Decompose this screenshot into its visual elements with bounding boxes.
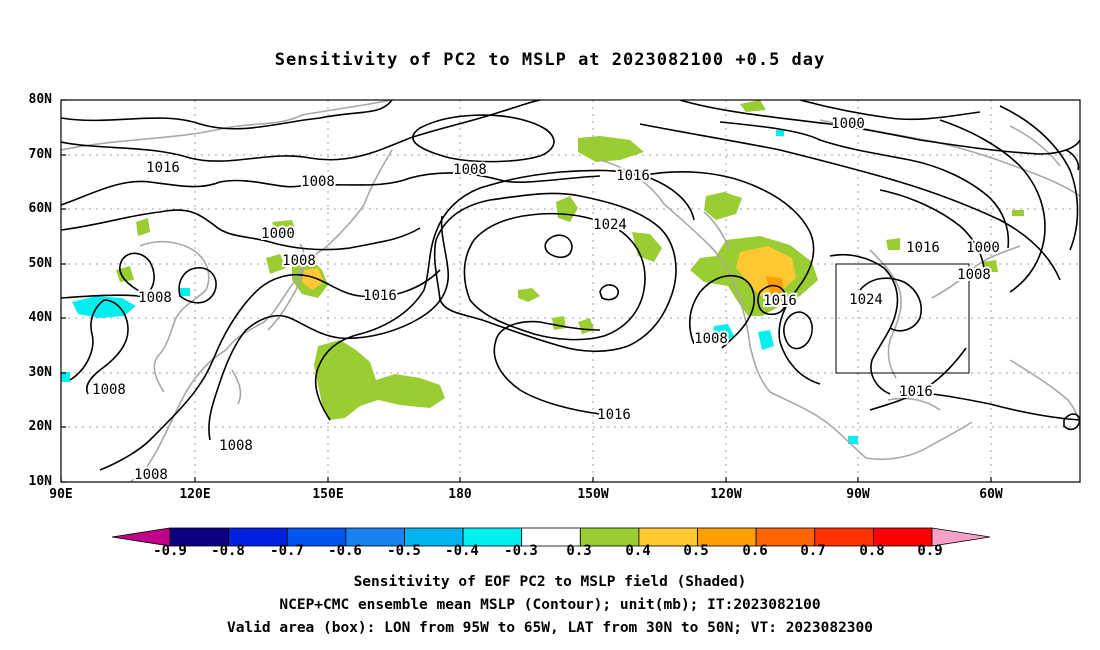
contour-label: 1024 [849,292,883,308]
lon-label: 150E [312,487,344,502]
positive-sensitivity-patch [578,318,594,334]
lat-label: 50N [28,256,52,271]
colorbar-label: -0.3 [504,543,538,559]
contour-label: 1016 [363,288,397,304]
lat-label: 20N [28,419,52,434]
colorbar-label: -0.4 [445,543,479,559]
positive-sensitivity-patch [552,316,566,330]
lat-label: 60N [28,201,52,216]
contour-label: 1016 [597,407,631,423]
contour-label: 1008 [301,174,335,190]
lon-label: 90W [846,487,870,502]
positive-sensitivity-patch [314,340,445,420]
coastlines [61,100,1080,482]
positive-sensitivity-patch [136,218,150,236]
colorbar-label: -0.9 [153,543,187,559]
contour-label: 1008 [957,267,991,283]
contour-label: 1008 [134,467,168,483]
colorbar-label: -0.6 [328,543,362,559]
colorbar-label: -0.8 [211,543,245,559]
colorbar-label: -0.7 [270,543,304,559]
contour-label: 1008 [694,331,728,347]
lat-label: 40N [28,310,52,325]
caption-line-2: NCEP+CMC ensemble mean MSLP (Contour); u… [279,597,821,613]
contour-label: 1016 [763,293,797,309]
colorbar-cells [169,527,933,547]
negative-sensitivity-patch [72,296,136,318]
colorbar-label: -0.5 [387,543,421,559]
contour-label: 1016 [616,168,650,184]
positive-sensitivity-patch [302,268,324,290]
valid-area-box [835,263,970,374]
colorbar-high-tip [931,527,991,547]
contour-label: 1008 [92,382,126,398]
caption-line-3: Valid area (box): LON from 95W to 65W, L… [226,620,873,636]
contour-label: 1008 [138,290,172,306]
negative-sensitivity-patch [61,372,70,382]
positive-sensitivity-patch [886,238,900,250]
colorbar-label: 0.9 [917,543,943,559]
negative-sensitivity-patch [776,130,784,136]
colorbar-label: 0.7 [800,543,826,559]
contour-label-group: 1016 1008 1008 1000 1008 1016 1024 1016 … [90,114,1002,485]
lon-label: 120E [179,487,211,502]
negative-sensitivity-patch [712,324,734,344]
positive-sensitivity-patch [266,254,286,274]
axis-ticks [60,99,992,483]
contour-label: 1008 [282,253,316,269]
positive-sensitivity-patch [982,260,998,272]
positive-sensitivity-patch [740,100,766,112]
negative-sensitivity-patch [758,330,774,350]
lon-label: 60W [979,487,1003,502]
positive-sensitivity-patch [578,136,644,162]
positive-sensitivity-patch [518,288,540,302]
lon-label: 120W [710,487,742,502]
colorbar [111,527,991,547]
contour-label: 1024 [593,217,627,233]
contour-label: 1016 [906,240,940,256]
contour-label: 1000 [966,240,1000,256]
positive-sensitivity-patch [1012,210,1024,216]
mslp-contours [61,100,1080,471]
colorbar-label: 0.4 [625,543,651,559]
contour-label: 1016 [899,384,933,400]
lon-label: 180 [448,487,472,502]
lat-label: 70N [28,147,52,162]
contour-label: 1000 [831,116,865,132]
figure-title: Sensitivity of PC2 to MSLP at 2023082100… [274,50,826,70]
colorbar-label: 0.3 [566,543,592,559]
plot-frame [60,99,1081,483]
colorbar-label: 0.8 [859,543,885,559]
caption-line-1: Sensitivity of EOF PC2 to MSLP field (Sh… [353,574,747,590]
lon-label: 90E [49,487,73,502]
lat-label: 10N [28,474,52,489]
map-gridlines [61,100,1080,482]
lat-label: 80N [28,92,52,107]
positive-sensitivity-patch [272,220,296,236]
colorbar-label: 0.6 [742,543,768,559]
sensitivity-shading [61,100,1024,444]
lat-label: 30N [28,365,52,380]
negative-sensitivity-patch [180,288,190,296]
positive-sensitivity-patch [704,192,742,220]
positive-sensitivity-patch [556,196,578,222]
lon-label: 150W [577,487,609,502]
colorbar-label: 0.5 [683,543,709,559]
contour-label: 1016 [146,160,180,176]
contour-label: 1000 [261,226,295,242]
contour-label: 1008 [219,438,253,454]
contour-label: 1008 [453,162,487,178]
negative-sensitivity-patch [848,436,858,444]
